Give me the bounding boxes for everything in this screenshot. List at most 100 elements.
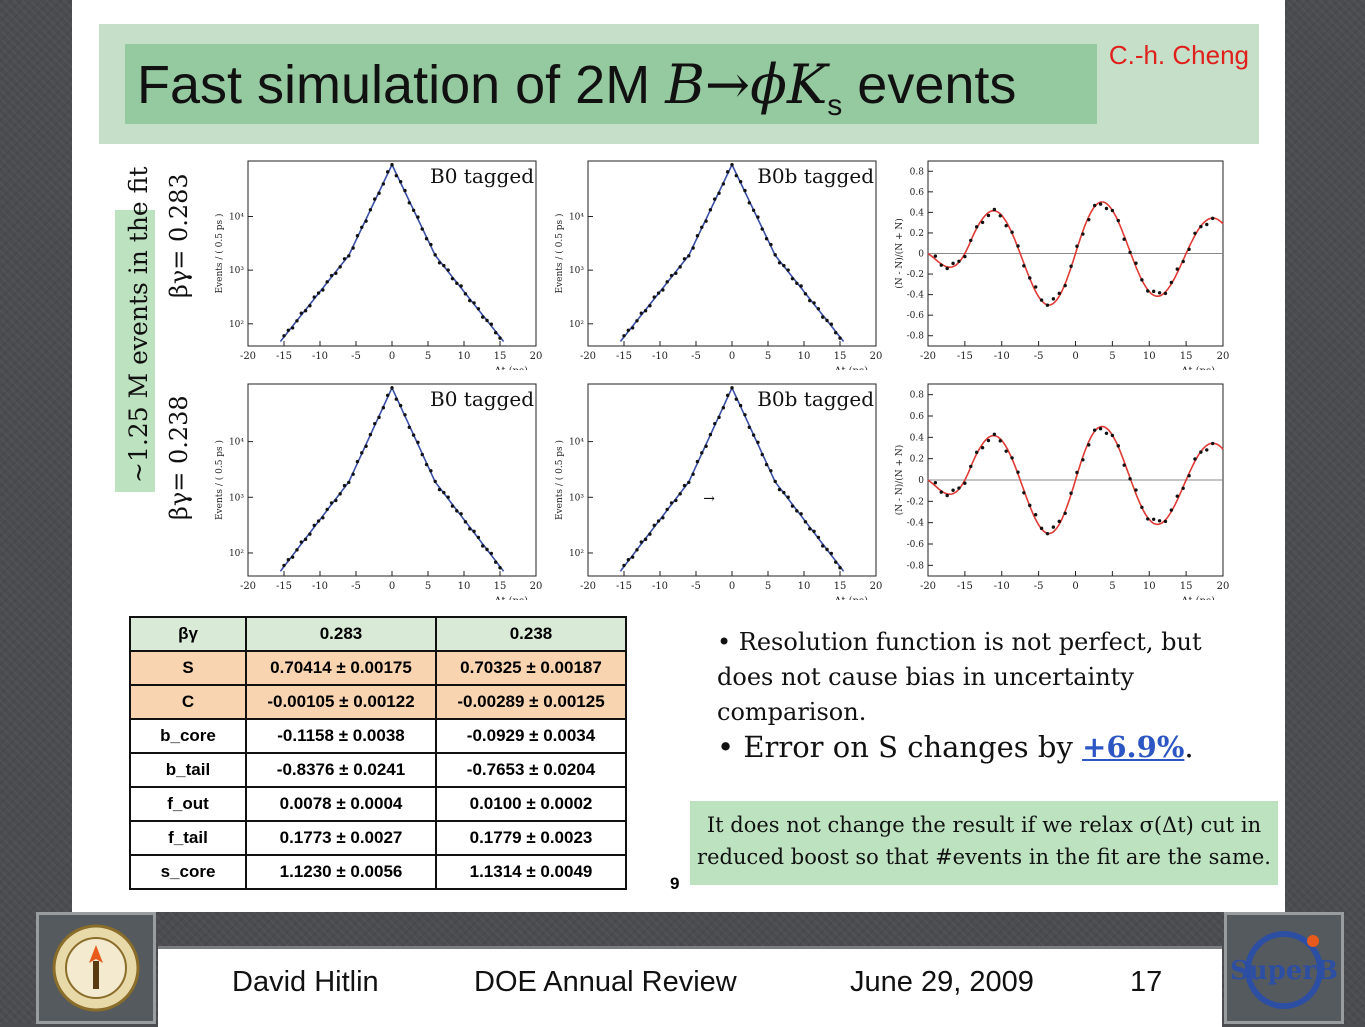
data-point — [1193, 231, 1197, 235]
data-point — [622, 334, 626, 338]
data-point — [1134, 261, 1138, 265]
x-tick-label: -10 — [994, 581, 1010, 592]
x-tick-label: -10 — [652, 581, 668, 592]
data-point — [1051, 525, 1056, 529]
data-point — [816, 307, 821, 311]
data-point — [424, 236, 429, 241]
data-point — [957, 486, 961, 490]
data-point — [446, 495, 450, 499]
data-point — [682, 257, 687, 261]
data-point — [416, 440, 420, 445]
data-point — [674, 498, 678, 503]
data-point — [1181, 259, 1185, 264]
tag-label: B0b tagged — [757, 387, 874, 411]
data-point — [316, 291, 321, 295]
data-point — [734, 397, 739, 401]
data-point — [743, 413, 747, 417]
data-point — [420, 227, 424, 231]
data-point — [992, 207, 997, 212]
data-point — [704, 444, 708, 448]
data-point — [1134, 488, 1138, 492]
data-point — [747, 201, 751, 205]
title-box — [125, 44, 1097, 124]
data-point — [308, 532, 312, 536]
data-point — [1033, 285, 1038, 289]
data-point — [377, 191, 381, 195]
data-point — [308, 304, 312, 308]
data-point — [808, 298, 812, 303]
data-point — [329, 273, 334, 278]
x-tick-label: 20 — [870, 581, 882, 592]
x-tick-label: 10 — [458, 581, 471, 592]
x-tick-label: 10 — [1143, 581, 1156, 592]
data-point — [407, 425, 411, 430]
data-point — [1081, 458, 1085, 462]
x-tick-label: 0 — [389, 351, 395, 362]
data-point — [498, 336, 502, 340]
data-point — [282, 563, 286, 568]
data-point — [1039, 298, 1044, 302]
data-point — [342, 257, 347, 261]
table-row: s_core 1.1230 ± 0.0056 1.1314 ± 0.0049 — [129, 854, 627, 890]
x-tick-label: -5 — [691, 351, 701, 362]
footer-page-number: 17 — [1130, 966, 1163, 998]
data-point — [355, 234, 360, 238]
data-point — [342, 483, 347, 488]
data-point — [777, 487, 782, 492]
data-point — [777, 261, 782, 265]
data-point — [303, 308, 308, 313]
data-point — [980, 446, 985, 450]
data-point — [338, 265, 342, 269]
table-cell: 0.0100 ± 0.0002 — [435, 786, 627, 822]
table-cell: s_core — [129, 854, 247, 890]
data-point — [760, 227, 764, 231]
data-point — [290, 555, 295, 559]
data-point — [769, 242, 773, 247]
data-point — [468, 298, 472, 303]
data-point — [945, 493, 949, 498]
data-point — [678, 265, 682, 269]
data-point — [639, 311, 643, 315]
table-row: b_core -0.1158 ± 0.0038 -0.0929 ± 0.0034 — [129, 718, 627, 754]
fit-curve — [619, 385, 845, 572]
data-point — [643, 537, 648, 542]
data-point — [472, 301, 476, 305]
data-point — [446, 268, 450, 272]
table-row: S 0.70414 ± 0.00175 0.70325 ± 0.00187 — [129, 650, 627, 686]
data-point — [998, 439, 1002, 443]
events-label-column: ~1.25 M events in the fit βγ= 0.283 βγ= … — [115, 167, 193, 520]
x-tick-label: -15 — [957, 351, 973, 362]
data-point — [303, 537, 308, 542]
table-cell: f_out — [129, 786, 247, 822]
data-point — [1022, 264, 1026, 268]
y-tick-label: -0.2 — [907, 270, 924, 280]
data-point — [429, 242, 433, 247]
data-point — [1075, 470, 1079, 475]
data-point — [1069, 491, 1073, 495]
table-header-cell: βγ — [129, 616, 247, 652]
data-point — [669, 501, 674, 505]
x-tick-label: 15 — [1180, 351, 1193, 362]
data-point — [1098, 427, 1103, 431]
data-point — [1210, 216, 1215, 221]
data-point — [782, 263, 786, 268]
x-tick-label: -5 — [691, 581, 701, 592]
data-point — [1199, 224, 1203, 229]
data-point — [717, 191, 721, 195]
data-point — [1004, 224, 1008, 228]
fit-curve — [619, 162, 845, 342]
x-tick-label: 15 — [834, 351, 847, 362]
data-point — [687, 254, 691, 258]
y-tick-label: 0.6 — [910, 412, 925, 422]
data-point — [368, 432, 373, 437]
y-tick-label: 10⁴ — [229, 213, 244, 223]
table-cell: C — [129, 684, 247, 720]
superb-logo-frame: SuperB — [1224, 912, 1344, 1024]
data-point — [1045, 531, 1050, 536]
x-axis-label: Δt (ps) — [834, 596, 868, 600]
data-point — [704, 219, 708, 223]
data-point — [725, 393, 730, 398]
x-tick-label: -20 — [580, 351, 596, 362]
data-point — [945, 266, 949, 271]
y-tick-label: 10³ — [229, 266, 244, 276]
